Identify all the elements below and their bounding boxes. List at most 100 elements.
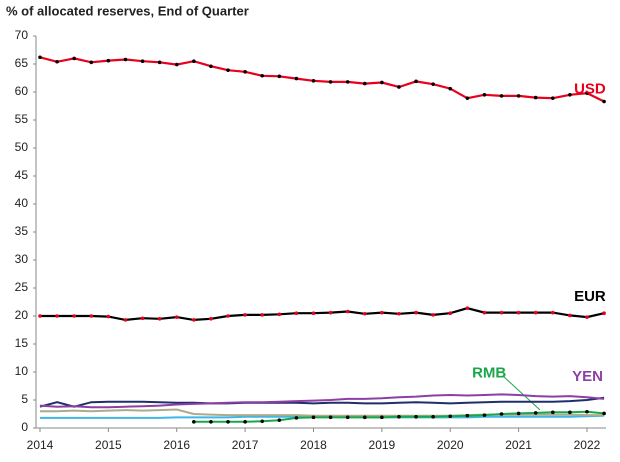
point [533,310,538,315]
point [311,415,316,420]
y-tick-label: 0 [21,420,28,434]
point [192,59,196,63]
x-tick-label: 2018 [300,438,327,452]
y-tick-label: 40 [15,196,29,210]
series-line [39,56,605,103]
point [602,411,606,416]
y-tick-label: 55 [15,112,29,126]
point [380,80,384,85]
point [448,86,453,91]
point [380,310,384,315]
point [397,311,401,316]
point [277,418,282,422]
point [174,62,179,67]
series-label: USD [574,80,606,97]
point [209,317,213,321]
y-tick-label: 60 [15,84,29,98]
point [431,415,435,419]
point [465,413,470,418]
point [277,74,282,79]
point [362,311,367,316]
point [602,311,606,316]
series-label: YEN [572,368,603,385]
point [72,314,76,318]
point [397,85,401,89]
y-tick-label: 50 [15,140,29,154]
point [192,420,196,424]
point [431,82,435,86]
point [516,94,521,98]
point [89,60,94,65]
y-tick-label: 45 [15,168,29,182]
x-tick-label: 2015 [95,438,122,452]
point [243,420,247,424]
point [431,313,435,317]
point [568,313,572,318]
series-label: EUR [574,288,606,305]
y-tick-label: 35 [15,224,29,238]
point [414,79,418,84]
point [345,309,350,314]
point [226,314,230,318]
point [499,412,504,416]
point [226,68,230,72]
point [106,314,111,319]
point [448,414,453,419]
point [260,419,265,424]
point [209,64,213,69]
y-tick-label: 5 [21,392,28,406]
point [140,59,145,63]
point [328,310,333,315]
point [106,58,111,63]
chart-title: % of allocated reserves, End of Quarter [6,3,249,18]
point [568,93,572,97]
point [260,73,265,78]
point [123,318,128,322]
point [311,311,316,316]
x-tick-label: 2021 [505,438,532,452]
point [345,415,350,420]
series-line [40,307,605,322]
point [277,312,282,317]
point [602,99,606,104]
point [585,91,589,95]
point [533,411,538,415]
point [516,310,521,315]
point [414,310,418,315]
point [38,314,42,318]
point [551,410,555,415]
x-tick-label: 2019 [369,438,396,452]
point [55,59,59,64]
point [533,95,538,100]
x-tick-label: 2020 [437,438,464,452]
point [157,317,162,321]
point [397,415,401,419]
point [157,60,162,65]
point [294,76,299,81]
x-tick-label: 2017 [232,438,259,452]
y-tick-label: 70 [15,28,29,42]
y-tick-label: 10 [15,364,29,378]
point [362,81,367,86]
point [226,420,230,424]
x-tick-label: 2022 [574,438,601,452]
point [294,311,299,316]
series-line [39,396,605,408]
point [294,416,299,420]
point [482,93,487,97]
y-tick-label: 30 [15,252,29,266]
rmb-leader [502,375,541,411]
point [72,56,76,61]
y-tick-label: 15 [15,336,29,350]
point [448,311,453,316]
point [482,413,487,417]
point [243,313,247,317]
point [174,315,179,319]
point [362,415,367,420]
series-label: RMB [472,364,506,381]
point [328,80,333,84]
point [499,310,504,315]
point [482,310,487,315]
